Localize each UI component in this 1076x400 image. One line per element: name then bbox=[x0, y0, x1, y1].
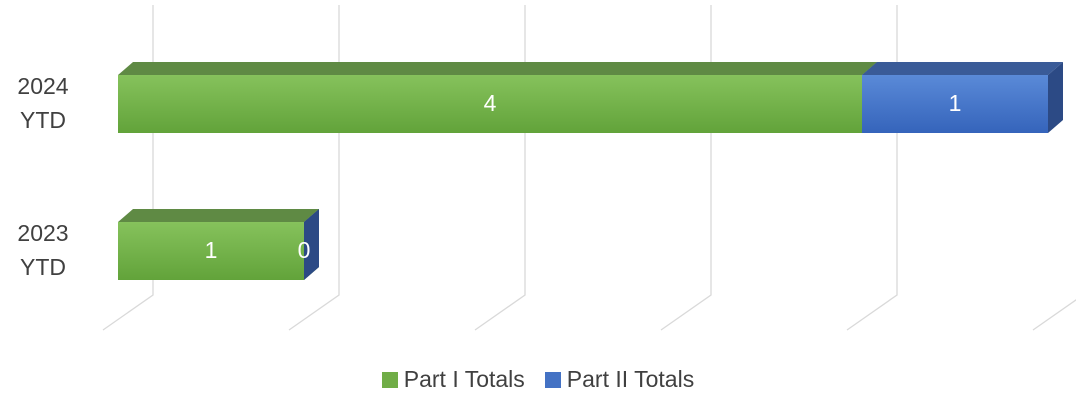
bar bbox=[862, 75, 1048, 133]
bar-side bbox=[1048, 62, 1063, 133]
legend-item: Part I Totals bbox=[381, 366, 525, 393]
grid-line bbox=[102, 5, 154, 331]
legend-label: Part I Totals bbox=[403, 366, 525, 392]
data-label: 4 bbox=[484, 90, 497, 116]
plot: 4 1 1 0 bbox=[102, 5, 1076, 331]
bar-top bbox=[862, 62, 1063, 75]
bar bbox=[118, 75, 862, 133]
bar bbox=[118, 222, 304, 280]
grid-line bbox=[1032, 299, 1076, 331]
data-label: 0 bbox=[298, 237, 311, 263]
grid-line bbox=[660, 5, 712, 331]
grid-line bbox=[474, 5, 526, 331]
legend-item: Part II Totals bbox=[544, 366, 695, 393]
bar-side bbox=[304, 209, 319, 280]
bar-top bbox=[118, 209, 319, 222]
bar-top bbox=[118, 62, 877, 75]
grid-line bbox=[846, 5, 898, 331]
category-label: 2023 YTD bbox=[17, 220, 69, 280]
legend: Part I Totals Part II Totals bbox=[0, 366, 1076, 393]
legend-swatch bbox=[381, 372, 398, 388]
grid-line bbox=[288, 5, 340, 331]
legend-label: Part II Totals bbox=[566, 366, 695, 392]
category-label: 2024 YTD bbox=[17, 73, 69, 133]
legend-swatch bbox=[544, 372, 561, 388]
data-label: 1 bbox=[205, 237, 218, 263]
data-label: 1 bbox=[949, 90, 962, 116]
